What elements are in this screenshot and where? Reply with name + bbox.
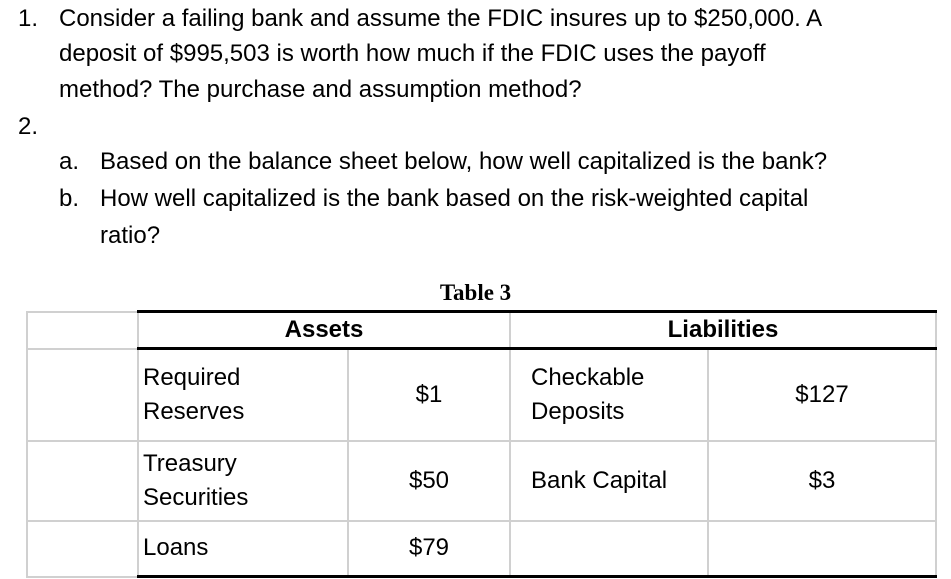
- liability-name: [509, 519, 709, 578]
- assets-header: Assets: [137, 310, 511, 350]
- asset-value: $1: [347, 347, 511, 442]
- table-caption: Table 3: [439, 280, 512, 305]
- question-2b-line-1: How well capitalized is the bank based o…: [100, 185, 809, 212]
- liability-name: Bank Capital: [509, 439, 709, 522]
- question-1-number: 1.: [18, 5, 39, 32]
- question-1-line-2: deposit of $995,503 is worth how much if…: [59, 40, 766, 67]
- question-2b-line-2: ratio?: [100, 222, 161, 249]
- question-2a-letter: a.: [59, 148, 80, 175]
- empty-cell: [26, 519, 139, 578]
- asset-value: $50: [347, 439, 511, 522]
- asset-name: Treasury Securities: [137, 439, 349, 522]
- asset-name: Required Reserves: [137, 347, 349, 442]
- liability-value: $127: [707, 347, 937, 442]
- question-1-line-3: method? The purchase and assumption meth…: [59, 76, 582, 103]
- balance-sheet-table: Assets Liabilities Required Reserves $1 …: [26, 310, 937, 578]
- liability-value: $3: [707, 439, 937, 522]
- table-row: Required Reserves $1 Checkable Deposits …: [26, 347, 937, 442]
- empty-cell: [26, 439, 139, 522]
- liability-value: [707, 519, 937, 578]
- empty-cell: [26, 347, 139, 442]
- empty-cell: [26, 310, 139, 350]
- question-2b-letter: b.: [59, 185, 80, 212]
- asset-value: $79: [347, 519, 511, 578]
- question-1-line-1: Consider a failing bank and assume the F…: [59, 5, 823, 32]
- question-2a-text: Based on the balance sheet below, how we…: [100, 148, 828, 175]
- liabilities-header: Liabilities: [509, 310, 937, 350]
- table-row: Loans $79: [26, 519, 937, 578]
- liability-name: Checkable Deposits: [509, 347, 709, 442]
- table-row: Treasury Securities $50 Bank Capital $3: [26, 439, 937, 522]
- asset-name: Loans: [137, 519, 349, 578]
- table-header-row: Assets Liabilities: [26, 310, 937, 350]
- question-2-number: 2.: [18, 113, 39, 140]
